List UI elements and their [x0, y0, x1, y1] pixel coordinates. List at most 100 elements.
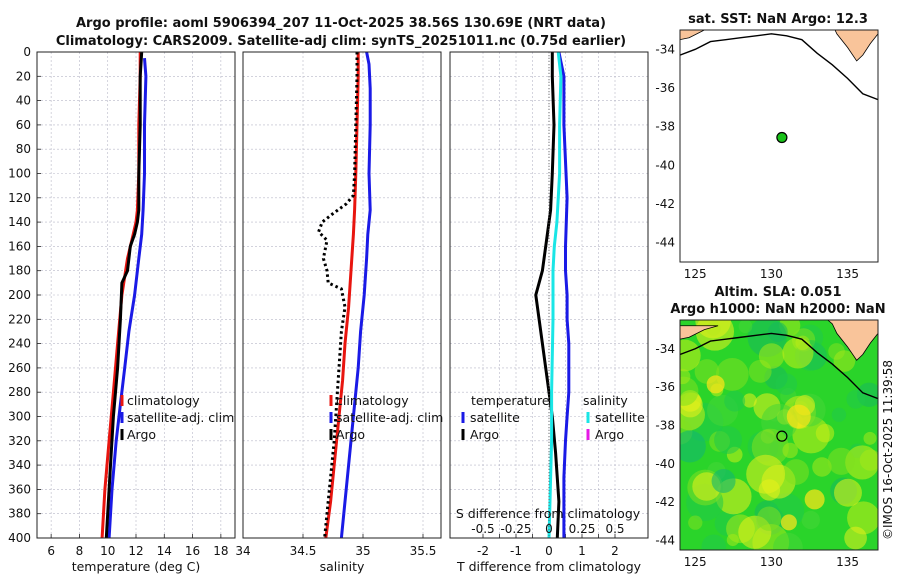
- y-tick-label: 80: [16, 142, 31, 156]
- sla-map-title-line2: Argo h1000: NaN h2000: NaN: [670, 302, 885, 317]
- plot-frame: [242, 51, 442, 539]
- figure-title-line2: Climatology: CARS2009. Satellite-adj cli…: [56, 34, 626, 49]
- sla-blob: [742, 393, 757, 408]
- sla-blob: [783, 459, 809, 485]
- legend-label: Argo: [470, 427, 499, 442]
- lon-tick-label: 125: [684, 267, 707, 281]
- lat-tick-label: -36: [655, 380, 675, 394]
- lat-tick-label: -40: [655, 158, 675, 172]
- y-tick-label: 20: [16, 69, 31, 83]
- x-tick-label: 6: [47, 544, 55, 558]
- sla-blob: [746, 454, 786, 494]
- sla-blob: [782, 337, 814, 369]
- y-tick-label: 340: [8, 458, 31, 472]
- sla-blob: [680, 339, 701, 372]
- sla-blob: [801, 510, 820, 530]
- sla-high-spot: [780, 514, 797, 531]
- y-tick-label: 100: [8, 167, 31, 181]
- lat-tick-label: -38: [655, 120, 675, 134]
- y-tick-label: 120: [8, 191, 31, 205]
- lat-tick-label: -34: [655, 42, 675, 56]
- sst-map-panel: sat. SST: NaN Argo: 12.3 -34 -36 -38 -40 -42 -…: [655, 12, 879, 281]
- sla-blob: [833, 478, 862, 507]
- legend-label: satellite-adj. clim: [127, 410, 234, 425]
- legend-label: climatology: [336, 393, 409, 408]
- x-tick-label: -1: [510, 544, 522, 558]
- legend-header-salinity: salinity: [583, 393, 628, 408]
- plot-frame: [36, 51, 236, 539]
- land-west: [680, 325, 719, 340]
- sla-blob: [812, 457, 832, 477]
- sla-high-spot: [706, 375, 725, 394]
- x-tick-label: 18: [213, 544, 228, 558]
- sla-blob: [714, 426, 743, 455]
- sst-map-title: sat. SST: NaN Argo: 12.3: [688, 12, 868, 27]
- lat-tick-label: -34: [655, 342, 675, 356]
- y-tick-label: 380: [8, 507, 31, 521]
- series-line-argo: [317, 52, 359, 539]
- sla-map-panel: Altim. SLA: 0.051 Argo h1000: NaN h2000: …: [655, 285, 885, 569]
- sla-blob: [846, 389, 866, 409]
- x-axis-label: temperature (deg C): [72, 559, 201, 574]
- sla-blob: [680, 376, 699, 406]
- x-tick-label: 8: [76, 544, 84, 558]
- lat-tick-label: -44: [655, 236, 675, 250]
- sla-blob: [756, 506, 782, 531]
- argo-float-marker: [776, 131, 788, 144]
- y-tick-label: 0: [23, 45, 31, 59]
- lat-tick-label: -42: [655, 495, 675, 509]
- sla-blob: [847, 501, 878, 535]
- map-frame: [679, 319, 879, 551]
- legend-label: Argo: [127, 427, 156, 442]
- sla-blob: [701, 534, 726, 550]
- land-south-australia: [827, 320, 878, 361]
- y-tick-label: 240: [8, 337, 31, 351]
- lon-tick-label: 130: [760, 555, 783, 569]
- legend-label: Argo: [595, 427, 624, 442]
- legend-label: satellite: [595, 410, 645, 425]
- lat-tick-label: -38: [655, 418, 675, 432]
- sla-blob: [688, 515, 703, 530]
- legend-label: Argo: [336, 427, 365, 442]
- lat-tick-label: -44: [655, 533, 675, 547]
- lon-tick-label: 125: [684, 555, 707, 569]
- sla-blob: [680, 368, 691, 385]
- x-axis-label: T difference from climatology: [456, 559, 642, 574]
- legend-header-temperature: temperature: [471, 393, 550, 408]
- sla-blob: [859, 449, 878, 471]
- secondary-x-tick-label: 0.25: [569, 522, 596, 536]
- watermark: ©IMOS 16-Oct-2025 11:39:58: [881, 360, 895, 540]
- x-tick-label: 14: [157, 544, 172, 558]
- y-tick-label: 260: [8, 361, 31, 375]
- sla-blob: [738, 320, 753, 334]
- y-tick-label: 180: [8, 264, 31, 278]
- x-tick-label: -2: [477, 544, 489, 558]
- land-west: [680, 30, 706, 41]
- map-area: [680, 320, 878, 550]
- map-frame: [679, 29, 879, 263]
- temperature-panel: 0 20 40 60 80 100 120 140 160 180 200 220 240 260 280 3…: [8, 45, 236, 574]
- argo-float-marker: [776, 430, 788, 442]
- sla-blob: [844, 526, 867, 550]
- lat-tick-label: -40: [655, 457, 675, 471]
- difference-panel: -2 -1 0 1 2T difference from climatology S di…: [449, 51, 649, 574]
- figure-title-line1: Argo profile: aoml 5906394_207 11-Oct-20…: [76, 16, 606, 31]
- secondary-x-tick-label: -0.25: [500, 522, 531, 536]
- map-area: [680, 30, 878, 144]
- y-tick-label: 220: [8, 312, 31, 326]
- series-line-satellite-adj-clim: [339, 51, 372, 539]
- sla-blob: [863, 431, 877, 445]
- x-tick-label: 35: [355, 544, 370, 558]
- lat-tick-label: -42: [655, 197, 675, 211]
- y-tick-label: 140: [8, 215, 31, 229]
- sla-blob: [833, 350, 856, 372]
- y-tick-label: 320: [8, 434, 31, 448]
- series-line-t-satellite: [557, 51, 571, 538]
- sla-blob: [827, 447, 855, 475]
- series-line-satellite-adj-clim: [107, 57, 148, 539]
- sla-low-spot: [711, 469, 736, 493]
- sla-blob: [815, 423, 835, 443]
- sla-blob: [758, 343, 785, 369]
- y-tick-label: 400: [8, 531, 31, 545]
- x-tick-label: 10: [100, 544, 115, 558]
